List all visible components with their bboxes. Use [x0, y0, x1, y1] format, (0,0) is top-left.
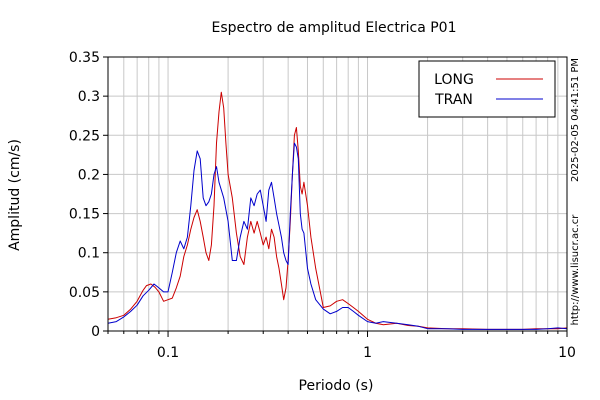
- source-url-text: http://www.lisucr.ac.cr: [570, 214, 581, 326]
- y-tick-label: 0.15: [69, 207, 100, 223]
- x-axis-label: Periodo (s): [299, 378, 374, 394]
- timestamp-text: 2025-02-05 04:41:51 PM: [570, 58, 581, 182]
- y-tick-label: 0.05: [69, 285, 100, 301]
- tick-labels: 0 0.05 0.1 0.15 0.2 0.25 0.3 0.35 0.1 1 10: [69, 50, 576, 361]
- legend-label-tran: TRAN: [434, 92, 473, 108]
- legend-box: [418, 60, 556, 118]
- x-tick-label: 10: [558, 345, 576, 361]
- y-tick-label: 0.3: [78, 89, 100, 105]
- x-tick-label: 0.1: [157, 345, 179, 361]
- series-line-long: [107, 91, 568, 330]
- y-tick-label: 0: [91, 324, 100, 340]
- y-tick-label: 0.2: [78, 167, 100, 183]
- y-axis-label: Amplitud (cm/s): [7, 139, 23, 251]
- plot-frame: [107, 56, 568, 332]
- y-tick-label: 0.1: [78, 246, 100, 262]
- series-line-tran: [107, 142, 568, 330]
- series-layer: [107, 91, 568, 330]
- legend: LONG TRAN: [418, 60, 556, 118]
- chart-title: Espectro de amplitud Electrica P01: [212, 20, 457, 36]
- y-tick-label: 0.25: [69, 128, 100, 144]
- axis-ticks: [103, 56, 568, 337]
- x-tick-label: 1: [363, 345, 372, 361]
- y-tick-label: 0.35: [69, 50, 100, 66]
- legend-label-long: LONG: [434, 72, 474, 88]
